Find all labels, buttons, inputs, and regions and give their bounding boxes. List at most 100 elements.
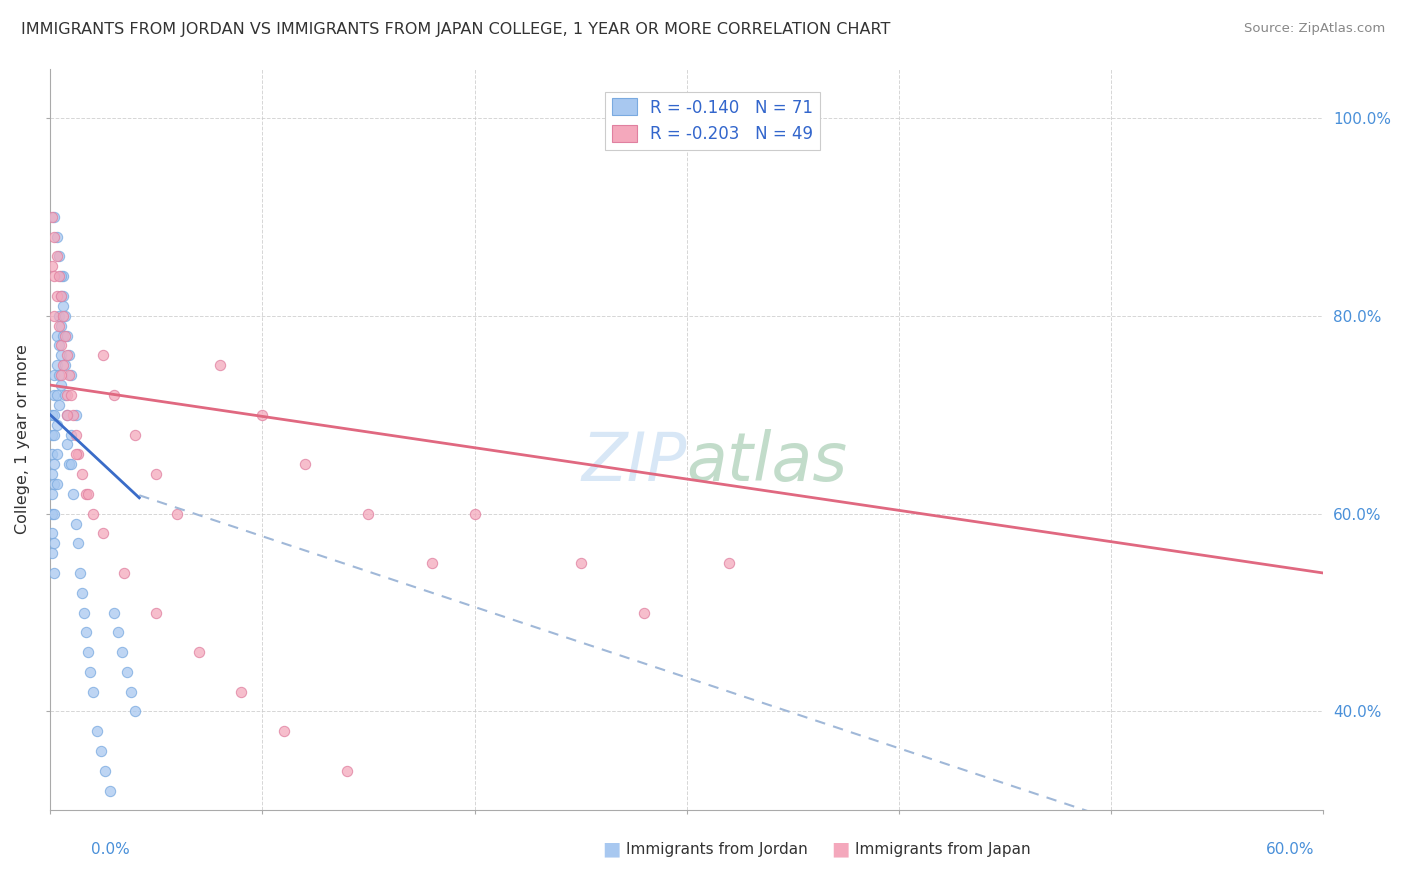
Point <box>79 665 101 679</box>
Point <box>53 358 76 372</box>
Point <box>60 457 83 471</box>
Point <box>44 210 66 224</box>
Point <box>44 566 66 580</box>
Point <box>107 625 129 640</box>
Point <box>41 487 63 501</box>
Point <box>41 526 63 541</box>
Point <box>58 457 80 471</box>
Point <box>357 507 380 521</box>
Text: IMMIGRANTS FROM JORDAN VS IMMIGRANTS FROM JAPAN COLLEGE, 1 YEAR OR MORE CORRELAT: IMMIGRANTS FROM JORDAN VS IMMIGRANTS FRO… <box>21 22 890 37</box>
Point <box>65 408 87 422</box>
Point <box>56 348 79 362</box>
Point <box>82 684 104 698</box>
Point <box>463 507 485 521</box>
Point <box>420 556 443 570</box>
Point <box>45 289 67 303</box>
Point <box>44 457 66 471</box>
Point <box>124 427 146 442</box>
Point <box>60 427 83 442</box>
Point <box>62 408 84 422</box>
Point <box>229 684 252 698</box>
Point <box>41 467 63 481</box>
Point <box>65 427 87 442</box>
Point <box>91 348 114 362</box>
Point <box>45 229 67 244</box>
Point <box>115 665 138 679</box>
Text: 0.0%: 0.0% <box>91 842 131 856</box>
Point <box>66 536 89 550</box>
Point <box>44 507 66 521</box>
Point <box>45 250 67 264</box>
Point <box>49 348 72 362</box>
Point <box>52 289 75 303</box>
Point <box>56 437 79 451</box>
Point <box>66 447 89 461</box>
Text: atlas: atlas <box>686 429 848 495</box>
Point <box>44 368 66 383</box>
Point <box>41 408 63 422</box>
Point <box>49 378 72 392</box>
Point <box>41 546 63 560</box>
Point <box>75 487 97 501</box>
Point <box>52 309 75 323</box>
Point <box>45 328 67 343</box>
Point <box>41 507 63 521</box>
Point <box>273 724 295 739</box>
Point <box>718 556 741 570</box>
Y-axis label: College, 1 year or more: College, 1 year or more <box>15 344 30 534</box>
Point <box>48 250 70 264</box>
Point <box>44 427 66 442</box>
Point <box>252 408 274 422</box>
Point <box>44 477 66 491</box>
Point <box>48 318 70 333</box>
Point <box>145 467 167 481</box>
Point <box>52 358 75 372</box>
Point <box>44 229 66 244</box>
Point <box>336 764 359 778</box>
Point <box>569 556 592 570</box>
Point <box>65 447 87 461</box>
Point <box>73 606 96 620</box>
Point <box>112 566 135 580</box>
Point <box>145 606 167 620</box>
Text: ■: ■ <box>602 839 621 859</box>
Point <box>75 625 97 640</box>
Point <box>44 408 66 422</box>
Point <box>41 210 63 224</box>
Point <box>49 289 72 303</box>
Point <box>98 783 121 797</box>
Point <box>44 269 66 284</box>
Point <box>44 309 66 323</box>
Point <box>45 447 67 461</box>
Point <box>86 724 108 739</box>
Point <box>124 705 146 719</box>
Point <box>166 507 188 521</box>
Point <box>65 516 87 531</box>
Point <box>49 289 72 303</box>
Point <box>69 566 91 580</box>
Legend: R = -0.140   N = 71, R = -0.203   N = 49: R = -0.140 N = 71, R = -0.203 N = 49 <box>605 92 820 150</box>
Point <box>45 417 67 432</box>
Point <box>56 408 79 422</box>
Text: Source: ZipAtlas.com: Source: ZipAtlas.com <box>1244 22 1385 36</box>
Text: 60.0%: 60.0% <box>1267 842 1315 856</box>
Point <box>294 457 316 471</box>
Point <box>111 645 134 659</box>
Point <box>62 487 84 501</box>
Point <box>103 606 125 620</box>
Point <box>70 467 93 481</box>
Point <box>52 328 75 343</box>
Point <box>208 358 231 372</box>
Point <box>45 388 67 402</box>
Point <box>70 586 93 600</box>
Point <box>633 606 655 620</box>
Point <box>52 269 75 284</box>
Point <box>94 764 117 778</box>
Point <box>60 388 83 402</box>
Point <box>187 645 209 659</box>
Point <box>49 269 72 284</box>
Text: ZIP: ZIP <box>581 429 686 495</box>
Text: ■: ■ <box>831 839 851 859</box>
Point <box>82 507 104 521</box>
Point <box>41 447 63 461</box>
